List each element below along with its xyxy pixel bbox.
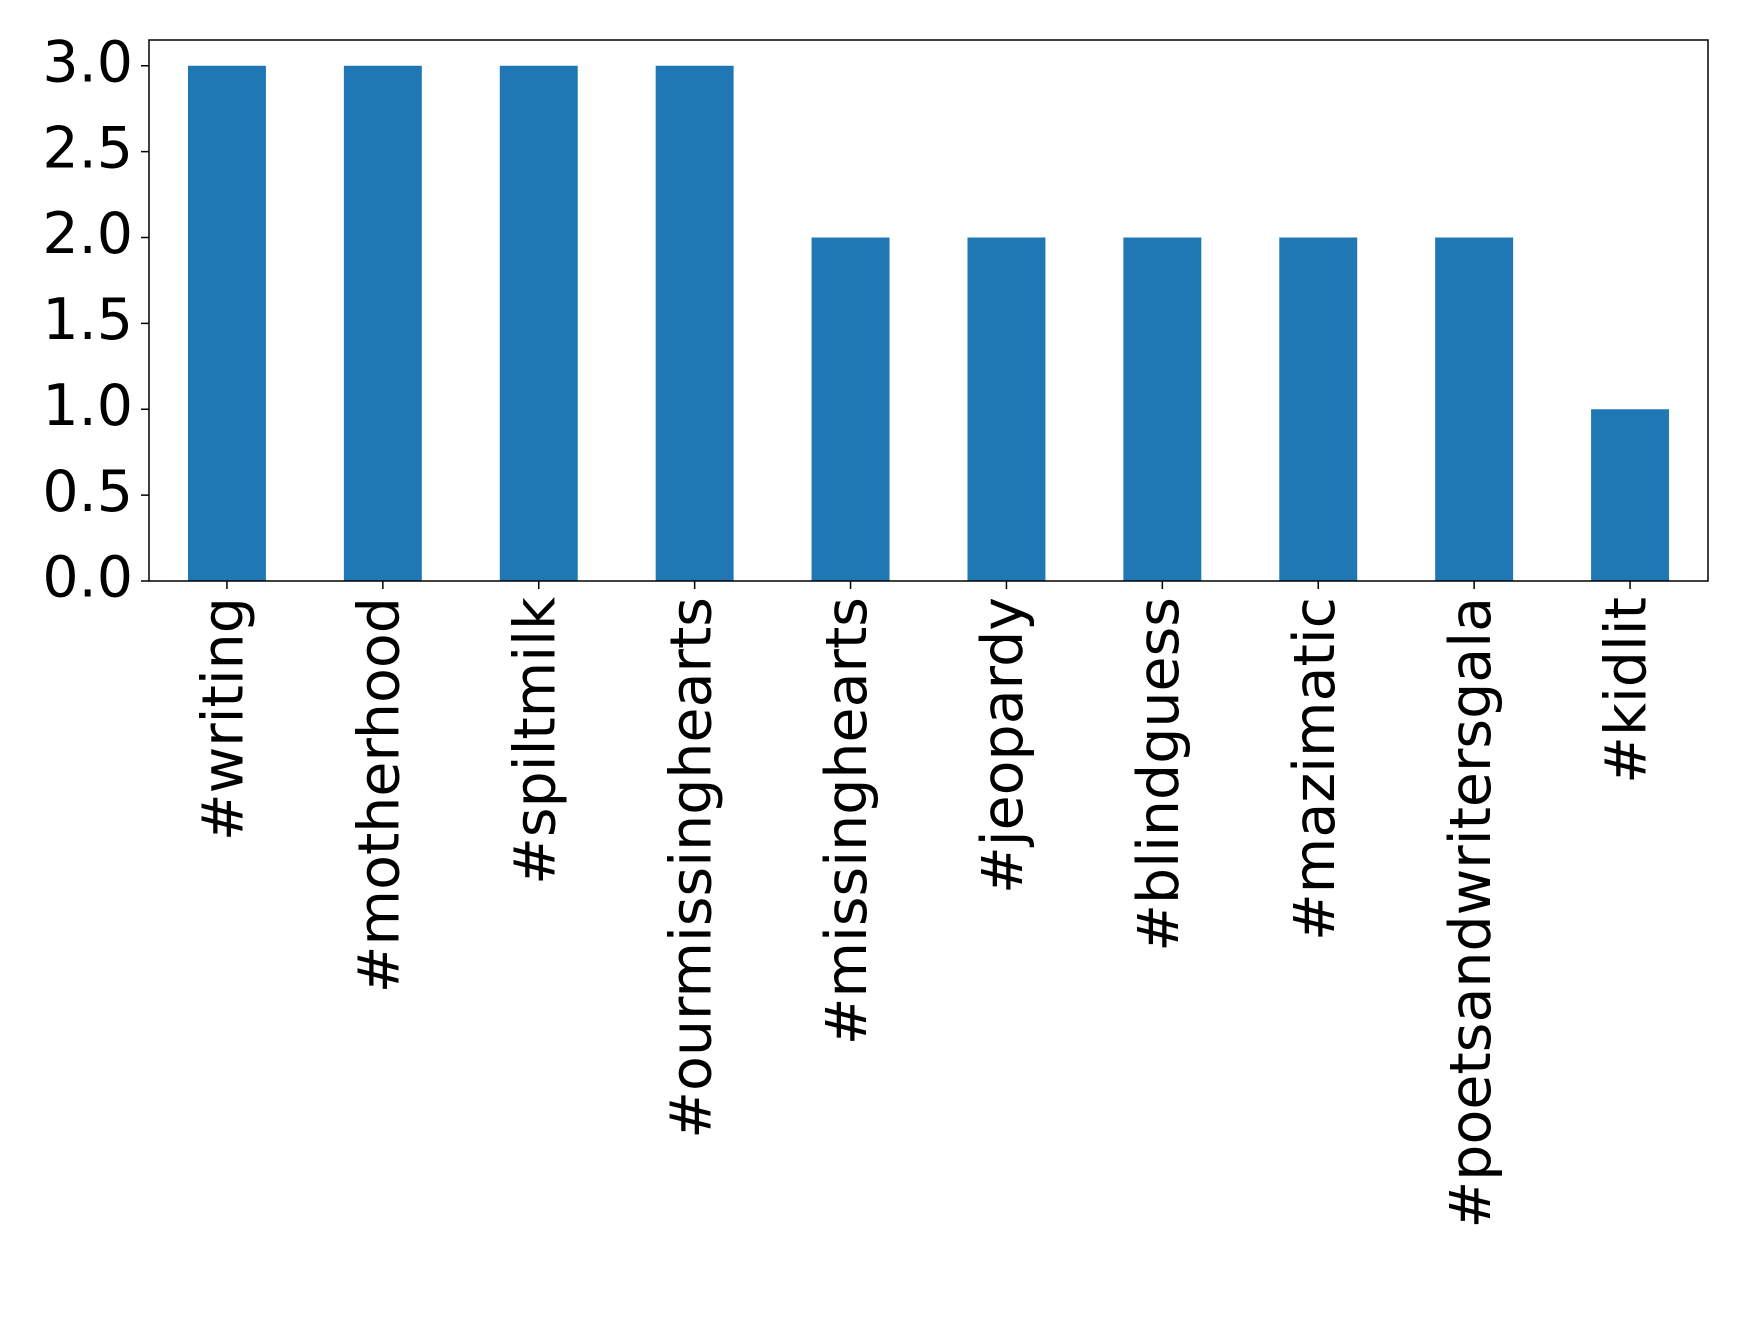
x-tick-label: #blindguess [1126, 597, 1192, 952]
x-tick-label: #mazimatic [1282, 597, 1348, 941]
bar [967, 237, 1046, 581]
bar [655, 65, 734, 581]
bar [187, 65, 266, 581]
plot-frame [148, 39, 1709, 582]
y-tick-label: 2.5 [42, 115, 133, 181]
x-tick-label: #missinghearts [814, 597, 880, 1045]
bar [1435, 237, 1514, 581]
x-tick-label: #kidlit [1594, 597, 1660, 784]
bar [499, 65, 578, 581]
x-tick-label: #writing [191, 597, 257, 841]
bar [1279, 237, 1358, 581]
bar [1591, 409, 1670, 581]
bar [811, 237, 890, 581]
x-tick-label: #ourmissinghearts [658, 597, 724, 1139]
y-tick-label: 1.0 [42, 373, 133, 439]
y-tick-label: 0.0 [42, 545, 133, 611]
bar [343, 65, 422, 581]
y-tick-label: 0.5 [42, 459, 133, 525]
x-tick-label: #poetsandwritersgala [1438, 597, 1504, 1228]
bar [1123, 237, 1202, 581]
x-tick-label: #spiltmilk [502, 597, 568, 885]
x-tick-label: #jeopardy [970, 597, 1036, 894]
y-tick-label: 2.0 [42, 201, 133, 267]
y-tick-label: 3.0 [42, 29, 133, 95]
y-tick-label: 1.5 [42, 287, 133, 353]
x-tick-label: #motherhood [346, 597, 412, 993]
